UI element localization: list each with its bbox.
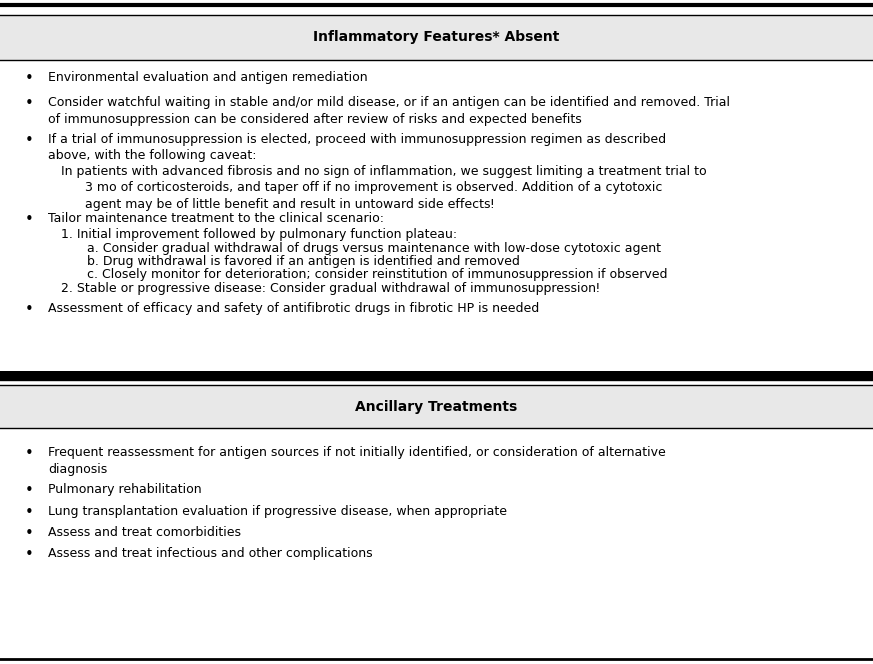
Text: •: • [24, 302, 33, 317]
Text: Assessment of efficacy and safety of antifibrotic drugs in fibrotic HP is needed: Assessment of efficacy and safety of ant… [48, 302, 540, 315]
Text: Assess and treat comorbidities: Assess and treat comorbidities [48, 526, 241, 539]
Text: •: • [24, 71, 33, 86]
Text: Environmental evaluation and antigen remediation: Environmental evaluation and antigen rem… [48, 71, 368, 84]
Bar [0, 15, 873, 60]
Text: c. Closely monitor for deterioration; consider reinstitution of immunosuppressio: c. Closely monitor for deterioration; co… [87, 268, 668, 282]
Text: Consider watchful waiting in stable and/or mild disease, or if an antigen can be: Consider watchful waiting in stable and/… [48, 96, 730, 125]
Text: In patients with advanced fibrosis and no sign of inflammation, we suggest limit: In patients with advanced fibrosis and n… [61, 165, 707, 210]
Text: Frequent reassessment for antigen sources if not initially identified, or consid: Frequent reassessment for antigen source… [48, 446, 666, 475]
Text: •: • [24, 505, 33, 520]
Bar [0, 385, 873, 428]
Bar [0, 371, 873, 380]
Text: •: • [24, 133, 33, 148]
Text: •: • [24, 212, 33, 228]
Text: 2. Stable or progressive disease: Consider gradual withdrawal of immunosuppressi: 2. Stable or progressive disease: Consid… [61, 282, 600, 295]
Text: b. Drug withdrawal is favored if an antigen is identified and removed: b. Drug withdrawal is favored if an anti… [87, 255, 520, 268]
Text: •: • [24, 547, 33, 562]
Text: Ancillary Treatments: Ancillary Treatments [355, 400, 518, 414]
Text: Inflammatory Features* Absent: Inflammatory Features* Absent [313, 30, 560, 44]
Text: •: • [24, 96, 33, 112]
Text: a. Consider gradual withdrawal of drugs versus maintenance with low-dose cytotox: a. Consider gradual withdrawal of drugs … [87, 242, 662, 255]
Text: 1. Initial improvement followed by pulmonary function plateau:: 1. Initial improvement followed by pulmo… [61, 228, 457, 241]
Text: Tailor maintenance treatment to the clinical scenario:: Tailor maintenance treatment to the clin… [48, 212, 384, 226]
Text: •: • [24, 526, 33, 541]
Text: Pulmonary rehabilitation: Pulmonary rehabilitation [48, 483, 202, 497]
Text: If a trial of immunosuppression is elected, proceed with immunosuppression regim: If a trial of immunosuppression is elect… [48, 133, 666, 162]
Text: •: • [24, 483, 33, 499]
Text: Lung transplantation evaluation if progressive disease, when appropriate: Lung transplantation evaluation if progr… [48, 505, 507, 518]
Text: •: • [24, 446, 33, 461]
Text: Assess and treat infectious and other complications: Assess and treat infectious and other co… [48, 547, 373, 560]
